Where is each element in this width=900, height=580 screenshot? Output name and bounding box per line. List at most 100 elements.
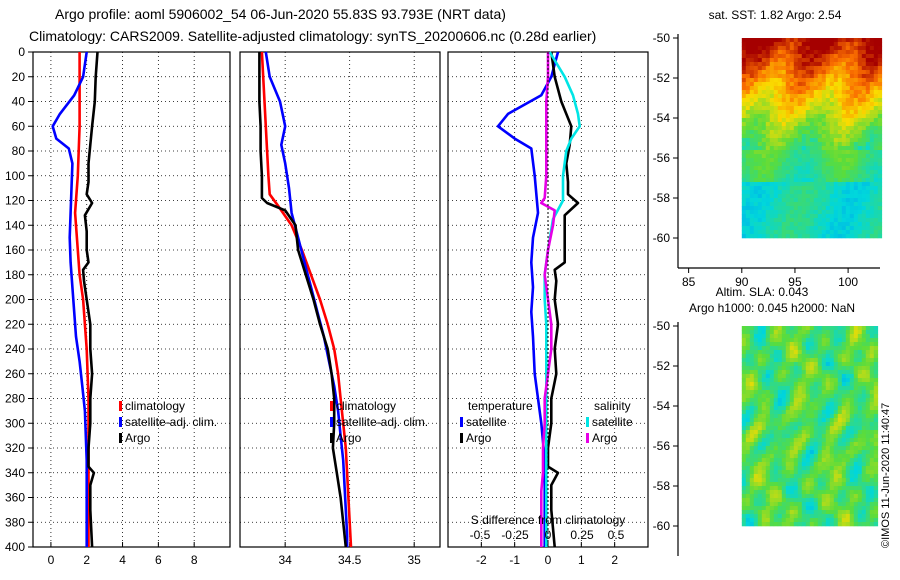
map-cell bbox=[809, 210, 815, 215]
map-cell bbox=[821, 190, 827, 195]
map-cell bbox=[761, 522, 767, 527]
map-cell bbox=[793, 158, 799, 163]
map-cell bbox=[857, 354, 863, 359]
map-cell bbox=[793, 134, 799, 139]
map-cell bbox=[813, 482, 819, 487]
map-cell bbox=[809, 442, 815, 447]
map-cell bbox=[841, 474, 847, 479]
map-cell bbox=[813, 90, 819, 95]
map-cell bbox=[857, 350, 863, 355]
map-cell bbox=[793, 518, 799, 523]
map-cell bbox=[873, 50, 879, 55]
map-cell bbox=[785, 82, 791, 87]
map-cell bbox=[793, 454, 799, 459]
map-cell bbox=[841, 158, 847, 163]
map-cell bbox=[761, 158, 767, 163]
map-cell bbox=[753, 198, 759, 203]
map-cell bbox=[781, 202, 787, 207]
map-cell bbox=[837, 122, 843, 127]
map-cell bbox=[761, 334, 767, 339]
map-cell bbox=[777, 510, 783, 515]
map-cell bbox=[853, 74, 859, 79]
map-cell bbox=[845, 502, 851, 507]
map-cell bbox=[757, 410, 763, 415]
map-cell bbox=[821, 466, 827, 471]
map-cell bbox=[745, 102, 751, 107]
map-cell bbox=[861, 70, 867, 75]
map-cell bbox=[793, 442, 799, 447]
map-cell bbox=[873, 486, 879, 491]
map-cell bbox=[753, 98, 759, 103]
map-cell bbox=[849, 126, 855, 131]
map-cell bbox=[773, 198, 779, 203]
map-cell bbox=[761, 506, 767, 511]
map-cell bbox=[801, 462, 807, 467]
map-cell bbox=[773, 222, 779, 227]
map-cell bbox=[877, 170, 883, 175]
map-cell bbox=[765, 214, 771, 219]
map-cell bbox=[837, 346, 843, 351]
map-cell bbox=[765, 402, 771, 407]
map-cell bbox=[753, 346, 759, 351]
map-cell bbox=[765, 178, 771, 183]
map-cell bbox=[849, 70, 855, 75]
map-cell bbox=[753, 174, 759, 179]
map-cell bbox=[869, 42, 875, 47]
series-line-temperature-argo bbox=[546, 51, 580, 548]
map-cell bbox=[837, 474, 843, 479]
map-cell bbox=[849, 502, 855, 507]
map-cell bbox=[809, 110, 815, 115]
map-cell bbox=[837, 414, 843, 419]
map-cell bbox=[849, 466, 855, 471]
map-cell bbox=[749, 58, 755, 63]
map-cell bbox=[777, 62, 783, 67]
map-cell bbox=[773, 66, 779, 71]
map-cell bbox=[801, 494, 807, 499]
map-cell bbox=[785, 54, 791, 59]
map-cell bbox=[873, 490, 879, 495]
map-cell bbox=[797, 490, 803, 495]
map-cell bbox=[825, 50, 831, 55]
map-cell bbox=[753, 446, 759, 451]
map-cell bbox=[833, 214, 839, 219]
map-cell bbox=[781, 374, 787, 379]
map-cell bbox=[753, 50, 759, 55]
map-cell bbox=[777, 74, 783, 79]
map-cell bbox=[849, 470, 855, 475]
map-cell bbox=[765, 174, 771, 179]
map-cell bbox=[809, 186, 815, 191]
map-cell bbox=[849, 486, 855, 491]
map-cell bbox=[869, 138, 875, 143]
map-cell bbox=[757, 458, 763, 463]
map-cell bbox=[833, 38, 839, 43]
map-cell bbox=[781, 518, 787, 523]
legend-swatch bbox=[330, 401, 333, 411]
map-cell bbox=[757, 490, 763, 495]
map-cell bbox=[833, 118, 839, 123]
map-cell bbox=[817, 342, 823, 347]
map-cell bbox=[857, 450, 863, 455]
map-cell bbox=[833, 354, 839, 359]
map-cell bbox=[861, 450, 867, 455]
map-cell bbox=[781, 142, 787, 147]
map-cell bbox=[825, 162, 831, 167]
map-cell bbox=[777, 78, 783, 83]
map-cell bbox=[857, 410, 863, 415]
map-cell bbox=[753, 218, 759, 223]
map-cell bbox=[861, 458, 867, 463]
map-cell bbox=[785, 218, 791, 223]
map-cell bbox=[773, 110, 779, 115]
map-cell bbox=[877, 58, 883, 63]
map-cell bbox=[841, 66, 847, 71]
map-cell bbox=[821, 438, 827, 443]
map-cell bbox=[753, 478, 759, 483]
map-cell bbox=[777, 418, 783, 423]
map-cell bbox=[777, 394, 783, 399]
map-cell bbox=[865, 154, 871, 159]
map-cell bbox=[789, 406, 795, 411]
map-cell bbox=[793, 354, 799, 359]
map-cell bbox=[753, 502, 759, 507]
map-cell bbox=[845, 442, 851, 447]
map-cell bbox=[805, 142, 811, 147]
y-tick-label: 120 bbox=[5, 194, 25, 208]
